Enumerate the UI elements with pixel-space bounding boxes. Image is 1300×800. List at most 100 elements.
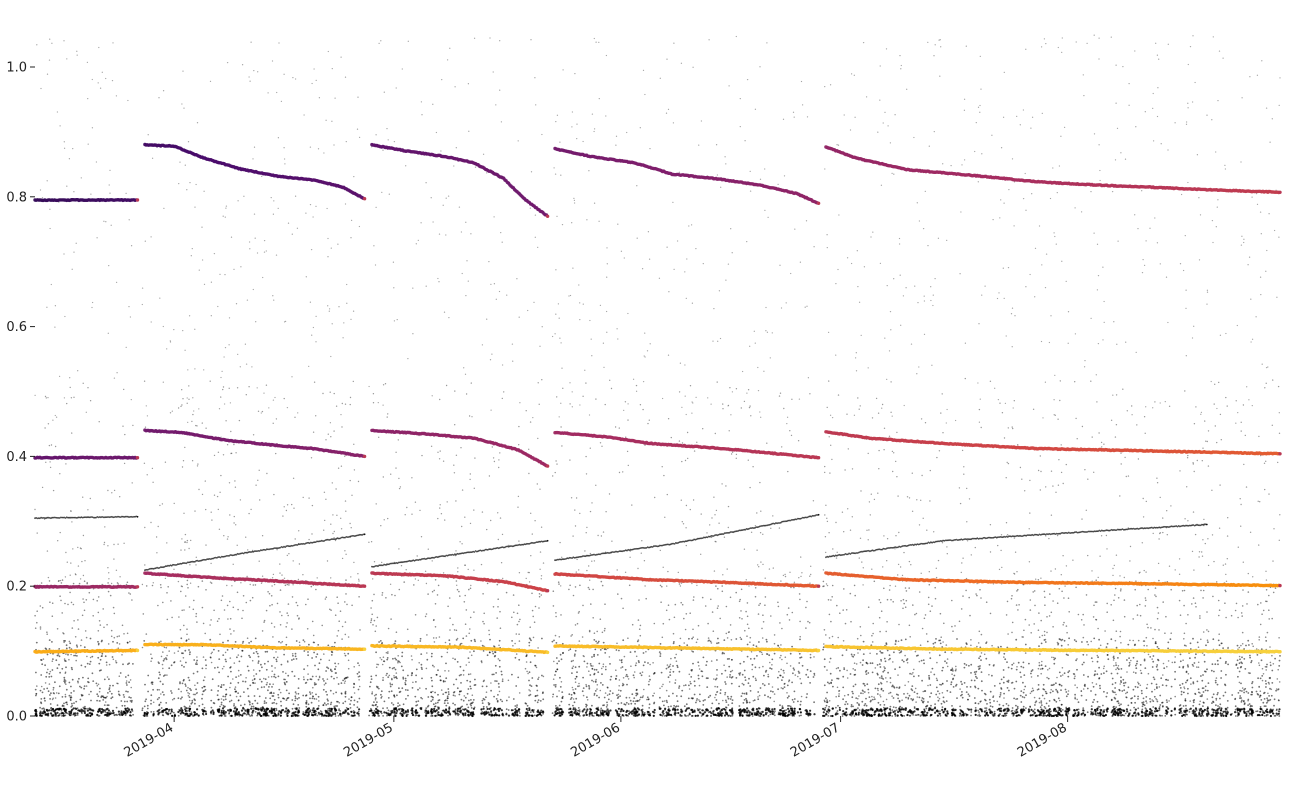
noise-point: [181, 696, 183, 699]
noise-point: [97, 630, 100, 632]
noise-point: [1086, 711, 1089, 714]
noise-point: [828, 613, 831, 616]
noise-point: [283, 653, 285, 656]
noise-point: [1183, 686, 1185, 688]
noise-point: [758, 641, 760, 643]
noise-point: [171, 641, 173, 643]
noise-point: [586, 666, 588, 668]
noise-point: [235, 695, 238, 698]
noise-point: [532, 615, 534, 618]
noise-point: [1272, 591, 1275, 594]
noise-point: [48, 580, 51, 582]
noise-point: [983, 653, 986, 656]
noise-point: [526, 709, 529, 712]
noise-point: [436, 594, 439, 596]
noise-point: [931, 605, 933, 607]
noise-point: [1185, 704, 1187, 707]
noise-point: [151, 584, 154, 587]
noise-point: [1040, 704, 1043, 706]
noise-point: [1040, 664, 1043, 667]
noise-point: [182, 657, 185, 659]
noise-point: [454, 708, 457, 710]
noise-point: [460, 673, 462, 676]
noise-point: [306, 678, 309, 681]
noise-point: [661, 585, 663, 588]
noise-point: [1092, 616, 1095, 618]
noise-point: [927, 701, 929, 703]
noise-point: [387, 651, 389, 653]
noise-point: [60, 709, 63, 712]
noise-point: [1015, 704, 1017, 707]
noise-point: [184, 683, 187, 686]
noise-point: [64, 602, 66, 605]
noise-point: [1011, 621, 1014, 624]
noise-point: [261, 666, 263, 669]
noise-point: [1016, 707, 1019, 710]
noise-point: [574, 677, 577, 680]
noise-point: [574, 653, 576, 656]
noise-point: [1139, 684, 1142, 687]
noise-point: [900, 650, 903, 652]
noise-point: [118, 693, 120, 696]
noise-point: [1117, 665, 1120, 667]
noise-point: [1278, 637, 1280, 639]
noise-point: [721, 652, 724, 655]
noise-point: [1081, 641, 1083, 643]
noise-point: [404, 679, 407, 682]
noise-point: [1139, 664, 1142, 666]
noise-point: [1187, 687, 1189, 690]
noise-point: [1183, 632, 1186, 635]
noise-point: [489, 638, 491, 641]
noise-point: [81, 614, 84, 617]
noise-point: [40, 698, 43, 700]
noise-point: [1156, 699, 1158, 701]
noise-point: [715, 693, 717, 696]
noise-point: [806, 600, 808, 603]
noise-point: [551, 712, 554, 714]
noise-point: [1153, 688, 1156, 691]
noise-point: [202, 690, 205, 693]
noise-point: [173, 697, 176, 700]
noise-point: [526, 670, 528, 673]
noise-point: [603, 648, 606, 651]
noise-point: [70, 696, 72, 699]
noise-point: [592, 715, 595, 717]
noise-point: [273, 626, 276, 628]
noise-point: [393, 676, 396, 679]
noise-point: [1185, 670, 1188, 673]
noise-point: [210, 699, 213, 702]
noise-point: [181, 609, 183, 612]
noise-point: [334, 641, 336, 644]
noise-point: [941, 646, 944, 648]
noise-point: [1096, 660, 1099, 663]
noise-point: [879, 650, 882, 653]
noise-point: [303, 668, 305, 671]
noise-point: [1127, 643, 1130, 646]
noise-point: [60, 599, 62, 602]
noise-point: [213, 648, 215, 651]
noise-point: [312, 686, 314, 689]
noise-point: [525, 655, 528, 657]
noise-point: [71, 702, 73, 705]
noise-point: [1137, 698, 1139, 700]
noise-point: [874, 667, 877, 669]
noise-point: [1056, 602, 1059, 604]
noise-point: [254, 682, 256, 684]
noise-point: [330, 609, 332, 611]
noise-point: [879, 695, 882, 698]
noise-point: [222, 695, 225, 698]
noise-point: [538, 593, 541, 595]
noise-point: [857, 707, 859, 709]
noise-point: [51, 669, 54, 671]
noise-point: [889, 705, 892, 708]
noise-point: [344, 690, 347, 693]
noise-point: [904, 654, 906, 657]
noise-point: [572, 659, 574, 662]
noise-point: [1098, 638, 1100, 641]
noise-point: [337, 602, 339, 604]
noise-point: [144, 683, 146, 686]
noise-point: [724, 669, 727, 672]
noise-point: [677, 705, 680, 708]
noise-point: [126, 632, 129, 635]
noise-point: [1110, 672, 1113, 675]
